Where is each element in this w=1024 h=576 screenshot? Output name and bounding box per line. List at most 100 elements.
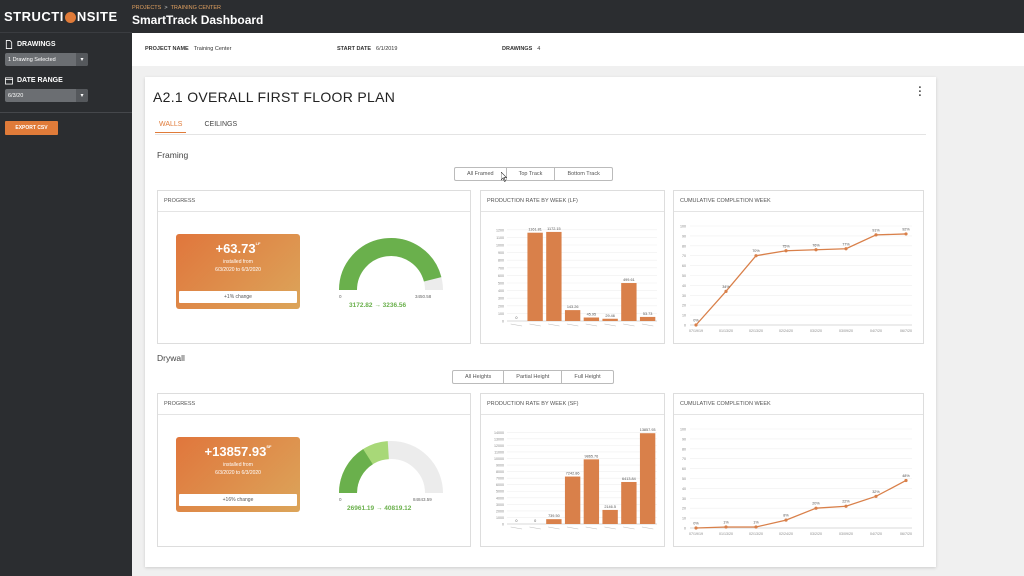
framing-rate-chart: 0 100 200 300 400 500 600 700 800 900 1000 1100 1200… xyxy=(496,227,657,327)
filter-full-height[interactable]: Full Height xyxy=(574,374,601,380)
date-range-label-row: DATE RANGE xyxy=(5,76,127,85)
chevron-down-icon: ▾ xyxy=(76,53,88,66)
page-title: SmartTrack Dashboard xyxy=(132,13,264,27)
data-point-label: 20% xyxy=(812,502,820,506)
brand-text-1: STRUCTI xyxy=(4,8,64,24)
data-point xyxy=(694,323,698,327)
x-tick-label: 04/7/20 xyxy=(870,532,882,536)
breadcrumb-training-center[interactable]: TRAINING CENTER xyxy=(170,5,221,11)
gauge-max-label: 84843.59 xyxy=(413,497,432,502)
y-tick-label: 40 xyxy=(682,284,686,288)
brand-logo-icon xyxy=(64,11,76,23)
y-tick-label: 11000 xyxy=(494,450,504,454)
data-point xyxy=(844,247,848,251)
drywall-progress-panel: PROGRESS +13857.93SF installed from 6/3/… xyxy=(157,393,471,547)
data-point xyxy=(874,233,878,237)
x-tick-mark xyxy=(585,323,598,327)
bar xyxy=(583,317,600,321)
drawings-label-row: DRAWINGS xyxy=(5,40,127,49)
date-range-select[interactable]: 6/3/20 ▾ xyxy=(5,89,88,102)
y-tick-label: 0 xyxy=(502,320,504,324)
x-tick-label: 04/7/20 xyxy=(870,329,882,333)
arrow-right-icon: → xyxy=(375,505,383,512)
bar-value-label: 2146.5 xyxy=(604,505,616,509)
bar-value-label: 29.46 xyxy=(605,314,615,318)
framing-kpi-value: +63.73 xyxy=(215,241,256,256)
filter-top-track[interactable]: Top Track xyxy=(507,168,556,180)
bar-value-label: 0 xyxy=(534,519,536,523)
brand-logo[interactable]: STRUCTI NSITE xyxy=(0,0,132,33)
date-range-value: 6/3/20 xyxy=(8,92,24,99)
project-name-info: PROJECT NAME Training Center xyxy=(145,46,231,52)
y-tick-label: 2000 xyxy=(496,509,504,513)
filter-bottom-track[interactable]: Bottom Track xyxy=(567,171,600,177)
x-tick-label: 02/24/20 xyxy=(779,532,793,536)
tab-walls[interactable]: WALLS xyxy=(155,121,187,133)
more-options-icon[interactable]: · · · xyxy=(918,82,922,102)
y-tick-label: 90 xyxy=(682,437,686,441)
y-tick-label: 80 xyxy=(682,244,686,248)
x-tick-mark xyxy=(604,323,616,327)
drywall-kpi-unit: SF xyxy=(266,444,272,449)
x-tick-mark xyxy=(623,323,635,327)
bar xyxy=(602,509,618,524)
x-tick-mark xyxy=(529,323,541,327)
x-tick-label: 07/19/19 xyxy=(689,532,703,536)
y-tick-label: 0 xyxy=(684,527,686,531)
framing-section-title: Framing xyxy=(157,150,189,160)
y-tick-label: 100 xyxy=(498,312,504,316)
y-tick-label: 13000 xyxy=(494,437,504,441)
framing-gauge-svg xyxy=(339,238,443,291)
drywall-filter-group: All Heights Partial Height Full Height xyxy=(452,370,614,384)
x-tick-mark xyxy=(529,526,541,530)
drawings-select-value: 1 Drawing Selected xyxy=(8,56,56,63)
start-date-label: START DATE xyxy=(337,46,372,52)
tab-ceilings[interactable]: CEILINGS xyxy=(204,121,238,128)
y-tick-label: 14000 xyxy=(494,431,504,435)
y-tick-label: 70 xyxy=(682,254,686,258)
data-point xyxy=(784,249,788,253)
export-csv-button[interactable]: EXPORT CSV xyxy=(5,121,58,135)
start-date-value: 6/1/2019 xyxy=(376,46,398,52)
chevron-down-icon: ▾ xyxy=(76,89,88,102)
data-point xyxy=(694,526,698,530)
y-tick-label: 80 xyxy=(682,447,686,451)
drawings-select[interactable]: 1 Drawing Selected ▾ xyxy=(5,53,88,66)
filter-all-framed[interactable]: All Framed xyxy=(455,168,507,180)
gauge-range-label: 26961.19 → 40819.12 xyxy=(347,505,411,512)
drawings-count-value: 4 xyxy=(537,46,541,52)
bar-value-label: 53.73 xyxy=(643,312,653,316)
framing-progress-panel: PROGRESS +63.73LF installed from 6/3/202… xyxy=(157,190,471,344)
x-tick-mark xyxy=(510,323,523,327)
y-tick-label: 200 xyxy=(498,304,504,308)
x-tick-mark xyxy=(604,526,616,530)
card-title: A2.1 OVERALL FIRST FLOOR PLAN xyxy=(153,89,396,105)
y-tick-label: 10 xyxy=(682,314,686,318)
data-point-label: 75% xyxy=(782,244,790,248)
sidebar: STRUCTI NSITE DRAWINGS 1 Drawing Selected… xyxy=(0,0,132,576)
filter-partial-height[interactable]: Partial Height xyxy=(504,371,563,383)
y-tick-label: 60 xyxy=(682,467,686,471)
breadcrumb-separator: > xyxy=(164,5,168,11)
x-tick-mark xyxy=(585,526,598,530)
framing-rate-panel: PRODUCTION RATE BY WEEK (LF) 0 100 200 300 4… xyxy=(480,190,665,344)
data-point-label: 76% xyxy=(812,243,820,247)
bar xyxy=(527,232,543,321)
data-point xyxy=(904,478,908,483)
data-point-label: 22% xyxy=(842,500,850,504)
bar xyxy=(639,316,656,321)
panel-title: PROGRESS xyxy=(158,394,470,415)
tabs-divider xyxy=(155,134,926,135)
data-point xyxy=(814,248,818,252)
data-point-label: 32% xyxy=(872,490,880,494)
framing-filter-group: All Framed Top Track Bottom Track xyxy=(454,167,613,181)
x-tick-mark xyxy=(566,526,579,530)
filter-all-heights[interactable]: All Heights xyxy=(453,371,505,383)
drywall-kpi-card: +13857.93SF installed from 6/3/2020 to 6… xyxy=(176,437,300,512)
framing-cumulative-panel: CUMULATIVE COMPLETION WEEK 0 10 20 30 40 50 60… xyxy=(673,190,924,344)
breadcrumb-projects[interactable]: PROJECTS xyxy=(132,5,162,11)
data-point xyxy=(844,504,848,508)
drywall-gauge-svg xyxy=(339,441,443,494)
drywall-cumulative-chart: 0 10 20 30 40 50 60 70 80 90 100 0% 07/19/19 1% 01/13/… xyxy=(680,428,912,536)
panel-title: PROGRESS xyxy=(158,191,470,212)
